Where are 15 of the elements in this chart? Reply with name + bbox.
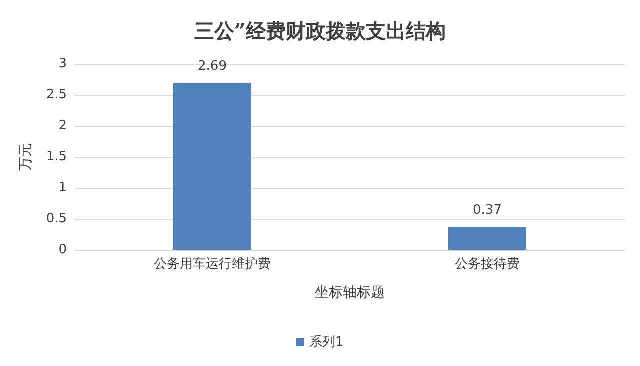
data-label: 0.37: [473, 203, 502, 218]
y-tick-label: 2.5: [46, 88, 67, 102]
y-tick-label: 3: [58, 56, 67, 72]
x-axis-title: 坐标轴标题: [315, 285, 385, 301]
y-tick-label: 0: [58, 242, 67, 258]
data-label: 2.69: [198, 59, 227, 74]
chart-title: 三公”经费财政拨款支出结构: [194, 19, 446, 43]
y-tick-label: 0.5: [46, 212, 67, 226]
y-tick-label: 2: [58, 118, 67, 134]
y-axis-title: 万元: [18, 143, 34, 171]
y-tick-label: 1: [58, 180, 67, 196]
y-tick-label: 1.5: [46, 150, 67, 164]
legend-label: 系列1: [309, 335, 344, 350]
x-tick-label: 公务接待费: [455, 257, 520, 272]
x-tick-label: 公务用车运行维护费: [154, 257, 271, 272]
